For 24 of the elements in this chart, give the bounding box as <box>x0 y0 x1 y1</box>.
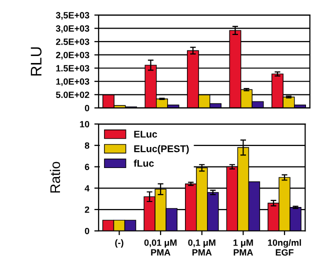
legend-label: ELuc <box>134 130 158 138</box>
y-tick-label: 8 <box>84 142 90 149</box>
x-tick-label: 0,01 μM PMA <box>144 239 177 256</box>
y-axis-title: Ratio <box>50 162 60 193</box>
y-tick-label: 4 <box>84 185 90 192</box>
y-tick-label: 0 <box>84 228 90 234</box>
y-tick-label: 1.5E+03 <box>56 65 90 72</box>
legend-label: ELuc(PEST) <box>134 145 189 154</box>
x-tick-label: 10ng/ml EGF <box>268 239 301 256</box>
x-tick-label: 0,1 μM PMA <box>188 239 216 256</box>
y-tick-label: 0 <box>84 104 90 112</box>
y-tick-label: 2,0E+03 <box>56 52 90 60</box>
y-axis-title: RLU <box>30 47 42 76</box>
y-tick-label: 1,0E+03 <box>56 78 90 86</box>
y-tick-label: 3,5E+03 <box>56 12 90 20</box>
y-tick-label: 3,0E+03 <box>56 25 90 34</box>
y-tick-label: 10 <box>80 120 90 128</box>
x-tick-label: 1 μM PMA <box>233 240 253 256</box>
legend-label: fLuc <box>134 160 154 167</box>
x-tick-label: (-) <box>115 239 124 248</box>
y-tick-label: 2.5E+03 <box>56 38 90 45</box>
y-tick-label: 6 <box>84 164 90 170</box>
y-tick-label: 5.0E+02 <box>56 92 90 98</box>
y-tick-label: 2 <box>84 206 90 213</box>
